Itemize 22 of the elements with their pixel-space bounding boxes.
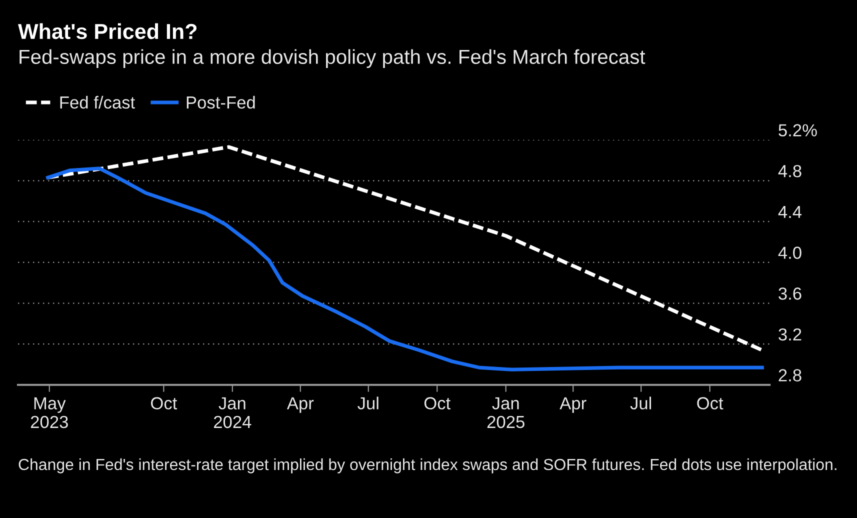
legend-label: Post-Fed bbox=[186, 96, 255, 109]
x-tick-label: Jul bbox=[358, 396, 378, 410]
x-tick-label: Oct bbox=[424, 397, 450, 410]
x-tick-label: Jul bbox=[630, 396, 652, 410]
text: Change in Fed's interest-rate target implied by overnight index swaps and SOFR futures. Fed dots use interpolation. bbox=[18, 458, 836, 474]
y-tick-label: 3.6 bbox=[778, 287, 802, 300]
x-tick-label: Jan 2024 bbox=[214, 397, 252, 428]
x-tick-label: Oct bbox=[697, 397, 724, 410]
x-tick-label: Apr bbox=[286, 397, 314, 413]
x-tick-label: Apr bbox=[560, 397, 586, 413]
y-tick-label: 3.2 bbox=[778, 328, 802, 341]
legend-label: Fed f/cast bbox=[60, 96, 135, 109]
y-tick-label: 4.8 bbox=[778, 164, 802, 178]
y-tick-label: 5.2% bbox=[778, 124, 817, 136]
y-tick-label: 4.4 bbox=[778, 206, 802, 218]
x-tick-label: Jan 2025 bbox=[487, 397, 524, 428]
chart-subtitle: Fed-swaps price in a more dovish policy path vs. Fed's March forecast bbox=[20, 49, 646, 68]
y-tick-label: 2.8 bbox=[778, 369, 802, 382]
chart-title: What's Priced In? bbox=[18, 23, 197, 40]
x-tick-label: May 2023 bbox=[30, 397, 68, 428]
x-tick-label: Oct bbox=[151, 397, 178, 410]
y-tick-label: 4.0 bbox=[778, 246, 802, 259]
